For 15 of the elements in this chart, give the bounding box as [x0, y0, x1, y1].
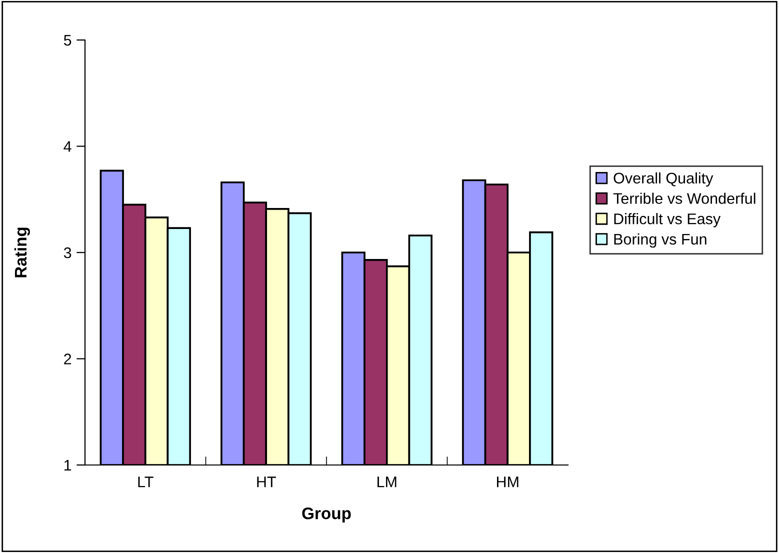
x-tick-label: LT: [138, 476, 154, 488]
legend-label: Overall Quality: [614, 172, 714, 187]
x-tick-label: LM: [378, 476, 396, 488]
x-tick-label: HM: [497, 476, 518, 488]
y-tick-label: 5: [64, 35, 72, 46]
y-tick-label: 3: [64, 247, 72, 258]
y-tick-label: 1: [64, 460, 72, 471]
legend-label: Boring vs Fun: [614, 233, 706, 248]
x-tick-label: HT: [257, 476, 276, 488]
y-tick-label: 4: [64, 141, 72, 152]
y-axis-title: Rating: [14, 228, 30, 278]
legend-label: Difficult vs Easy: [614, 213, 721, 228]
y-tick-label: 2: [64, 354, 72, 364]
legend-label: Terrible vs Wonderful: [613, 192, 756, 204]
x-axis-title: Group: [302, 507, 351, 523]
